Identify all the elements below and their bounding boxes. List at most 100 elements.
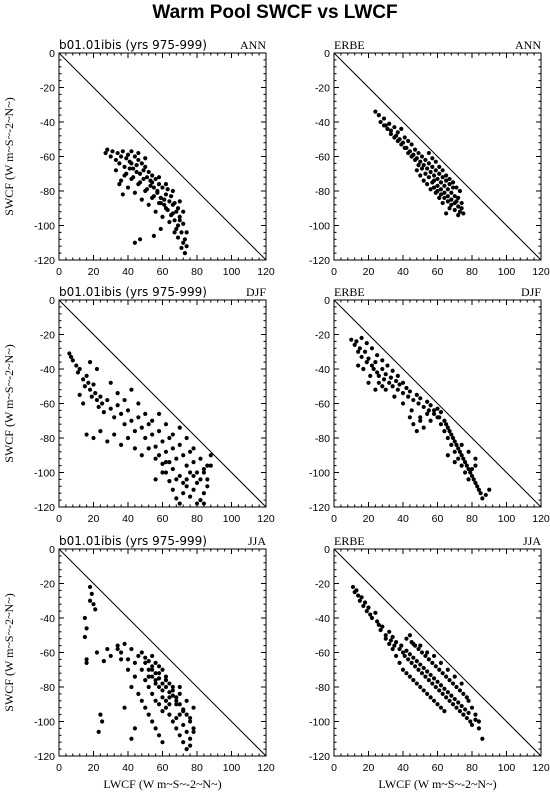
y-tick-label: -120 — [309, 751, 330, 763]
data-point — [438, 660, 444, 665]
data-point — [397, 382, 402, 387]
x-tick-label: 120 — [532, 513, 550, 525]
data-point — [96, 729, 101, 734]
data-point — [354, 339, 359, 344]
y-tick-label: -60 — [315, 648, 330, 660]
data-point — [456, 195, 461, 200]
data-point — [445, 435, 450, 441]
data-point — [414, 659, 419, 664]
data-point — [452, 200, 457, 206]
data-point — [169, 194, 174, 199]
x-tick-label: 60 — [157, 513, 169, 525]
data-point — [194, 470, 200, 475]
data-point — [108, 380, 113, 385]
data-point — [442, 418, 447, 423]
data-point — [167, 199, 172, 204]
y-tick-label: -40 — [40, 364, 55, 376]
data-point — [98, 394, 103, 399]
data-point — [361, 366, 366, 372]
data-point — [170, 688, 175, 693]
data-point — [153, 671, 158, 676]
data-point — [134, 169, 139, 175]
data-point — [381, 123, 387, 128]
panel-right-label: ANN — [240, 38, 266, 52]
y-tick-label: 0 — [49, 544, 55, 556]
data-point — [101, 410, 106, 415]
data-point — [139, 650, 144, 655]
data-point — [156, 664, 162, 669]
data-point — [468, 719, 473, 724]
data-point — [421, 665, 426, 671]
data-point — [177, 425, 182, 430]
data-point — [437, 171, 442, 176]
x-axis-title: LWCF (W m~S~-2~N~) — [103, 777, 221, 791]
data-point — [435, 679, 440, 684]
data-point — [184, 477, 189, 482]
data-point — [375, 619, 380, 624]
data-point — [433, 168, 438, 173]
data-point — [390, 634, 395, 640]
panel-2: 0 20 40 60 80 100 120 0 -20 -40 -60 -80 -100 -120 ERBE… — [309, 38, 550, 278]
data-point — [426, 678, 431, 683]
data-point — [394, 378, 399, 384]
data-point — [146, 422, 151, 427]
y-tick-label: -120 — [309, 502, 330, 514]
data-point — [84, 660, 89, 665]
data-point — [380, 624, 385, 629]
data-point — [445, 194, 450, 199]
x-tick-label: 80 — [191, 266, 203, 278]
data-point — [449, 432, 454, 437]
data-point — [181, 240, 186, 245]
data-point — [431, 185, 437, 190]
x-tick-label: 120 — [257, 266, 275, 278]
data-point — [409, 154, 414, 159]
data-point — [457, 688, 463, 693]
data-point — [350, 584, 356, 590]
panel-left-label: ERBE — [334, 534, 365, 548]
data-point — [400, 391, 406, 396]
reference-line — [58, 299, 267, 508]
data-point — [156, 429, 162, 434]
data-point — [454, 684, 459, 690]
data-point — [425, 182, 430, 187]
data-point — [96, 404, 101, 410]
x-tick-label: 40 — [397, 266, 409, 278]
data-point — [437, 688, 442, 693]
data-point — [387, 121, 392, 126]
data-point — [167, 681, 172, 686]
data-point — [181, 480, 186, 485]
data-point — [450, 702, 456, 707]
data-point — [153, 477, 158, 482]
data-point — [476, 487, 481, 492]
data-point — [174, 477, 179, 482]
data-point — [91, 382, 96, 387]
data-point — [84, 626, 89, 631]
data-point — [463, 460, 468, 465]
data-point — [452, 449, 457, 454]
data-point — [113, 157, 119, 163]
data-point — [438, 705, 444, 710]
data-point — [160, 185, 165, 190]
data-point — [426, 657, 431, 662]
y-tick-label: -60 — [40, 152, 55, 164]
data-point — [108, 653, 113, 659]
x-axis-title: LWCF (W m~S~-2~N~) — [378, 777, 496, 791]
data-point — [160, 695, 165, 700]
data-point — [175, 223, 181, 228]
data-point — [383, 372, 388, 377]
data-point — [411, 655, 416, 660]
data-point — [117, 182, 122, 187]
data-point — [380, 366, 385, 372]
data-point — [146, 712, 151, 717]
data-point — [162, 197, 167, 202]
data-point — [433, 159, 438, 164]
data-point — [188, 494, 193, 499]
data-point — [373, 610, 378, 615]
data-point — [163, 674, 169, 679]
data-point — [380, 384, 385, 389]
y-tick-label: 0 — [49, 48, 55, 60]
data-point — [156, 702, 162, 707]
data-point — [119, 650, 124, 655]
data-point — [364, 341, 369, 346]
data-point — [442, 686, 447, 691]
